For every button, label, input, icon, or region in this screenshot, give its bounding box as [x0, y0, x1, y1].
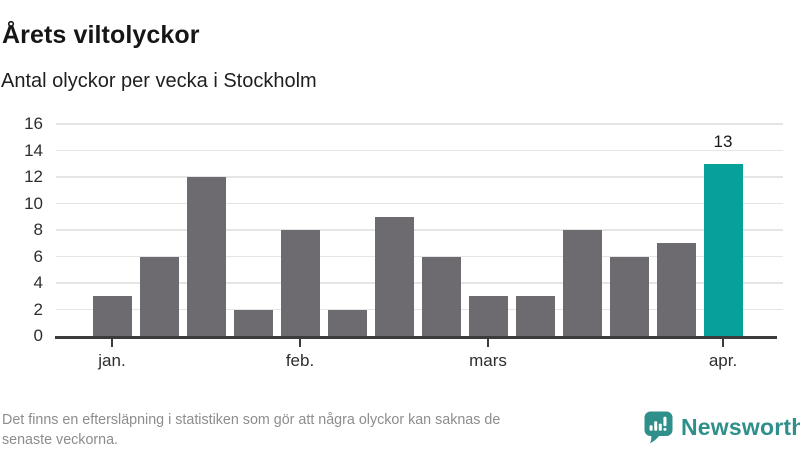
- x-axis-line: [55, 336, 777, 339]
- x-axis-tick: [487, 339, 489, 347]
- disclaimer-line-2: senaste veckorna.: [2, 431, 119, 448]
- x-axis-label-mars: mars: [469, 351, 507, 370]
- newsworthy-logo-text: Newsworthy: [681, 414, 800, 440]
- newsworthy-logo: Newsworthy: [644, 411, 800, 444]
- y-axis-tick-label: 2: [33, 299, 43, 319]
- x-axis-label-apr: apr.: [708, 351, 738, 370]
- bar-chart: 0 2 4 6 8 10 12 14 16 jan. feb. mars apr. 13: [24, 114, 783, 370]
- newsworthy-speech-bubble-chart-icon: [644, 411, 673, 444]
- bar: [139, 256, 179, 336]
- y-axis-tick-label: 6: [33, 246, 43, 266]
- bar: [233, 309, 273, 336]
- bar: [327, 309, 367, 336]
- x-axis-tick: [111, 339, 113, 347]
- y-axis-tick-label: 14: [24, 140, 43, 160]
- chart-title: Årets viltolyckor: [2, 20, 200, 49]
- bar: [280, 230, 320, 336]
- x-axis-tick: [722, 339, 724, 347]
- y-axis-tick-label: 12: [24, 167, 43, 186]
- disclaimer-line-1: Det finns en eftersläpning i statistiken…: [2, 412, 501, 428]
- gridline-y-12: [56, 176, 783, 178]
- y-axis-tick-label: 8: [33, 220, 43, 239]
- y-axis-tick-label: 4: [33, 273, 43, 292]
- bar: [609, 256, 649, 336]
- bar: [92, 296, 132, 336]
- bar-highlighted: [703, 163, 743, 336]
- gridline-y-6: [56, 255, 783, 258]
- bar: [421, 256, 461, 336]
- disclaimer: Det finns en eftersläpning i statistiken…: [2, 411, 662, 450]
- chart-subtitle: Antal olyckor per vecka i Stockholm: [1, 70, 317, 92]
- bar: [562, 230, 602, 336]
- bar-value-label: 13: [713, 131, 733, 151]
- y-axis-tick-label: 16: [24, 114, 43, 133]
- gridline-y-16: [56, 123, 783, 125]
- y-axis-tick-label: 10: [24, 193, 43, 213]
- x-axis-label-feb: feb.: [285, 351, 315, 370]
- bar: [186, 177, 226, 336]
- y-axis-tick-label: 0: [33, 326, 43, 345]
- bar: [515, 296, 555, 336]
- x-axis-tick: [299, 339, 301, 347]
- gridline-y-2: [56, 308, 783, 311]
- gridline-y-14: [56, 149, 783, 152]
- bar: [374, 216, 414, 336]
- x-axis-label-jan: jan.: [98, 351, 126, 370]
- bar: [656, 243, 696, 336]
- bar: [468, 296, 508, 336]
- gridline-y-10: [56, 202, 783, 205]
- gridline-y-4: [56, 282, 783, 284]
- gridline-y-8: [56, 229, 783, 231]
